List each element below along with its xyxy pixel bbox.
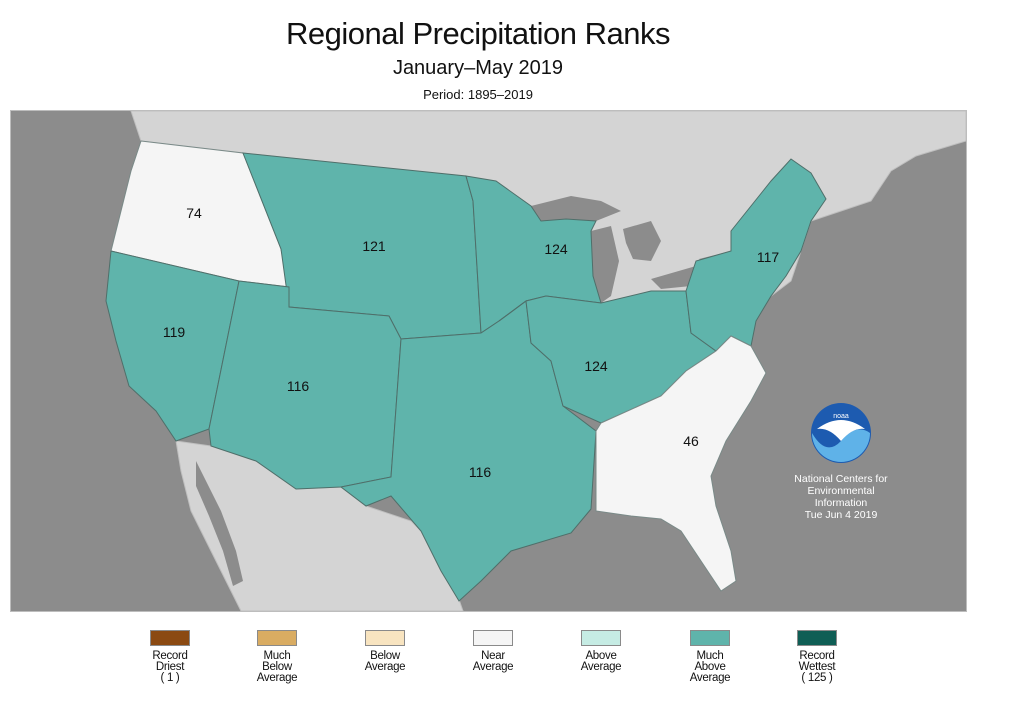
legend-label: Record Wettest ( 125 ) (798, 650, 836, 684)
legend-label: Above Average (580, 650, 622, 673)
region-southeast (595, 335, 767, 592)
legend-swatch (473, 630, 513, 646)
rank-south: 116 (469, 464, 492, 480)
legend-swatch (257, 630, 297, 646)
map-frame: 74 119 121 116 124 116 124 117 46 noaa N… (10, 110, 967, 612)
rank-northeast: 117 (757, 249, 780, 265)
legend-swatch (365, 630, 405, 646)
rank-west: 119 (163, 324, 186, 340)
map-subtitle: January–May 2019 (392, 57, 564, 79)
rank-southeast: 46 (683, 433, 699, 449)
legend-item-above: Above Average (555, 630, 647, 673)
map-period: Period: 1895–2019 (423, 87, 533, 102)
svg-text:noaa: noaa (833, 413, 849, 420)
rank-southwest: 116 (287, 378, 310, 394)
legend-item-below: Below Average (339, 630, 431, 673)
credit-line3: Information (815, 497, 868, 509)
great-lakes (531, 196, 739, 303)
legend-swatch (581, 630, 621, 646)
legend-swatch (690, 630, 730, 646)
legend-label: Much Below Average (256, 650, 298, 684)
rank-northern-rockies-plains: 121 (362, 238, 386, 254)
rank-northwest: 74 (186, 205, 202, 221)
rank-upper-midwest: 124 (544, 241, 568, 257)
legend: Record Driest ( 1 ) Much Below Average B… (0, 630, 1024, 710)
precipitation-map: 74 119 121 116 124 116 124 117 46 noaa N… (11, 111, 966, 611)
credit-date: Tue Jun 4 2019 (805, 509, 878, 521)
legend-item-much-below: Much Below Average (231, 630, 323, 684)
legend-swatch (797, 630, 837, 646)
gulf-of-california (196, 461, 243, 586)
map-title: Regional Precipitation Ranks (285, 16, 671, 51)
legend-item-near: Near Average (447, 630, 539, 673)
legend-label: Much Above Average (689, 650, 731, 684)
noaa-logo-icon: noaa (811, 403, 871, 463)
legend-swatch (150, 630, 190, 646)
credit-line1: National Centers for (794, 473, 888, 485)
legend-label: Below Average (364, 650, 406, 673)
legend-label: Near Average (472, 650, 514, 673)
credit-line2: Environmental (807, 485, 874, 497)
legend-item-record-wettest: Record Wettest ( 125 ) (771, 630, 863, 684)
legend-item-record-driest: Record Driest ( 1 ) (124, 630, 216, 684)
rank-ohio-valley: 124 (584, 358, 608, 374)
legend-item-much-above: Much Above Average (664, 630, 756, 684)
legend-label: Record Driest ( 1 ) (152, 650, 188, 684)
